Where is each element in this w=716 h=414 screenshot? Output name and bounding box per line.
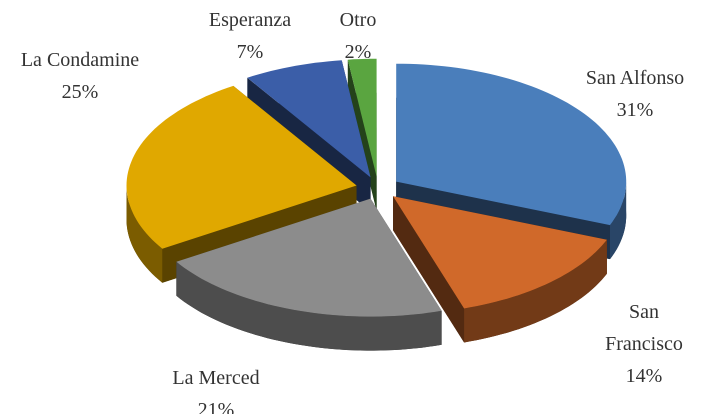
label-value: 14% — [625, 365, 663, 387]
slice-group — [393, 196, 607, 343]
data-label: San Alfonso 31% — [560, 62, 710, 126]
data-label: Esperanza 7% — [180, 4, 320, 68]
label-value: 21% — [197, 399, 235, 414]
label-value: 2% — [344, 41, 372, 63]
data-label: La Condamine 25% — [20, 44, 140, 108]
label-name: San Francisco — [605, 301, 683, 355]
slice — [347, 58, 377, 177]
slice — [393, 196, 607, 309]
slice-wall — [610, 181, 627, 260]
slice — [247, 60, 371, 178]
slice — [126, 85, 357, 249]
slice-wall — [176, 261, 442, 351]
data-label: La Merced 21% — [136, 362, 296, 414]
label-value: 7% — [236, 41, 264, 63]
data-label: San Francisco 14% — [592, 296, 696, 392]
slice — [396, 63, 627, 226]
slice-wall — [464, 239, 607, 343]
label-name: Otro — [339, 9, 377, 31]
label-value: 31% — [616, 99, 654, 121]
label-name: Esperanza — [208, 9, 292, 31]
data-label: Otro 2% — [320, 4, 396, 68]
label-name: La Condamine — [20, 49, 140, 71]
label-name: La Merced — [172, 367, 260, 389]
label-value: 25% — [61, 81, 99, 103]
slice-group — [176, 198, 442, 351]
slice-group — [126, 85, 357, 283]
label-name: San Alfonso — [585, 67, 685, 89]
slice-wall — [126, 185, 163, 283]
slice-side — [393, 196, 465, 343]
slice — [176, 198, 442, 317]
